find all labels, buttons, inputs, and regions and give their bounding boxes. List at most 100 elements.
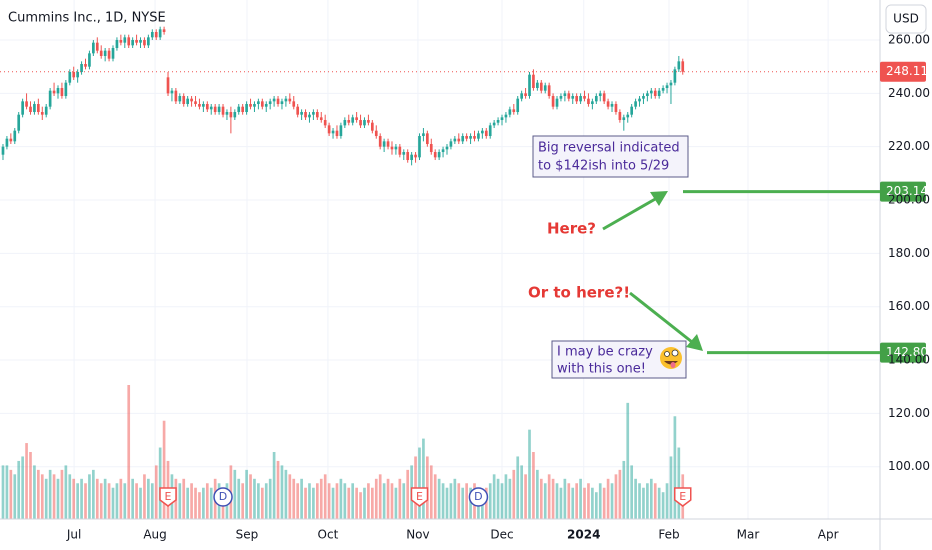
volume-bar [323,474,327,519]
candle-body [512,109,516,113]
candle-body [178,96,182,102]
volume-bar [33,465,36,519]
volume-bar [276,460,280,519]
volume-bar [264,483,268,519]
candle-body [543,85,547,91]
candle-body [414,154,417,158]
volume-bar [37,469,40,519]
volume-bar [402,483,406,519]
candle-body [166,77,170,94]
candle-body [630,106,634,115]
volume-bar [429,465,433,519]
candle-body [594,96,598,102]
candle-body [496,120,500,123]
candle-body [378,136,382,147]
event-marker [410,487,429,507]
candle-body [174,90,178,102]
candle-body [398,146,402,155]
volume-bar [371,487,374,519]
candle-body [150,32,154,38]
y-tick-label: 260.00 [888,33,930,47]
currency-box[interactable] [885,4,927,34]
candle-body [390,146,394,150]
candle-body [406,152,410,161]
volume-bar [406,469,410,519]
candle-body [559,96,563,99]
volume-bar [5,465,9,519]
candle-body [665,85,669,89]
volume-bar [284,469,288,519]
candle-body [9,138,13,142]
volume-bar [292,478,296,519]
x-tick-label: Dec [490,528,513,542]
candle-body [80,64,83,73]
candle-body [72,72,76,78]
candle-body [52,90,56,94]
volume-bar [312,487,315,519]
volume-bar [268,478,272,519]
volume-bar [378,474,382,519]
candle-body [202,104,205,107]
candle-body [209,106,213,110]
volume-bar [449,483,453,519]
candle-body [260,101,264,107]
candle-body [21,101,24,115]
event-label: D [219,490,227,503]
volume-bar [249,474,252,519]
x-tick-label: Feb [658,528,679,542]
candle-body [335,130,339,137]
volume-bar [178,483,182,519]
candle-body [473,136,476,139]
volume-bar [646,483,649,519]
y-tick-label: 220.00 [888,139,930,153]
candle-body [433,152,437,158]
candle-body [571,96,575,99]
candle-body [292,101,296,107]
event-label: E [165,490,172,503]
candle-body [300,112,303,115]
volume-bar [567,483,571,519]
volume-bar [614,474,618,519]
candle-body [229,112,233,118]
x-tick-label: Jul [66,528,81,542]
price-badge [880,181,926,202]
volume-bar [386,478,390,519]
volume-bar [115,483,119,519]
candle-body [92,42,95,54]
volume-bar [237,478,241,519]
candle-body [677,61,681,70]
candle-body [394,146,398,150]
candle-body [182,96,186,105]
volume-bar [335,483,339,519]
candle-body [504,114,508,118]
volume-bar [315,483,319,519]
volume-bar [135,483,138,519]
volume-bar [677,447,681,519]
candle-body [583,96,586,99]
volume-bar [68,474,72,519]
candle-body [441,149,445,153]
volume-bar [653,483,657,519]
candle-body [382,141,386,147]
volume-bar [661,492,665,519]
candle-body [539,82,543,91]
candle-body [327,125,331,134]
volume-bar [398,478,402,519]
candle-body [323,120,327,126]
volume-bar [602,487,606,519]
candle-body [347,120,351,123]
candle-body [288,98,292,102]
volume-bar [367,483,370,519]
volume-bar [591,487,594,519]
volume-bar [40,474,44,519]
volume-bar [60,469,64,519]
candle-body [225,112,229,115]
candle-body [213,106,217,113]
grid [0,0,880,519]
volume-bar [622,460,626,519]
volume-bar [508,478,512,519]
candle-body [563,93,567,97]
volume-bar [103,478,107,519]
y-tick-label: 100.00 [888,459,930,473]
